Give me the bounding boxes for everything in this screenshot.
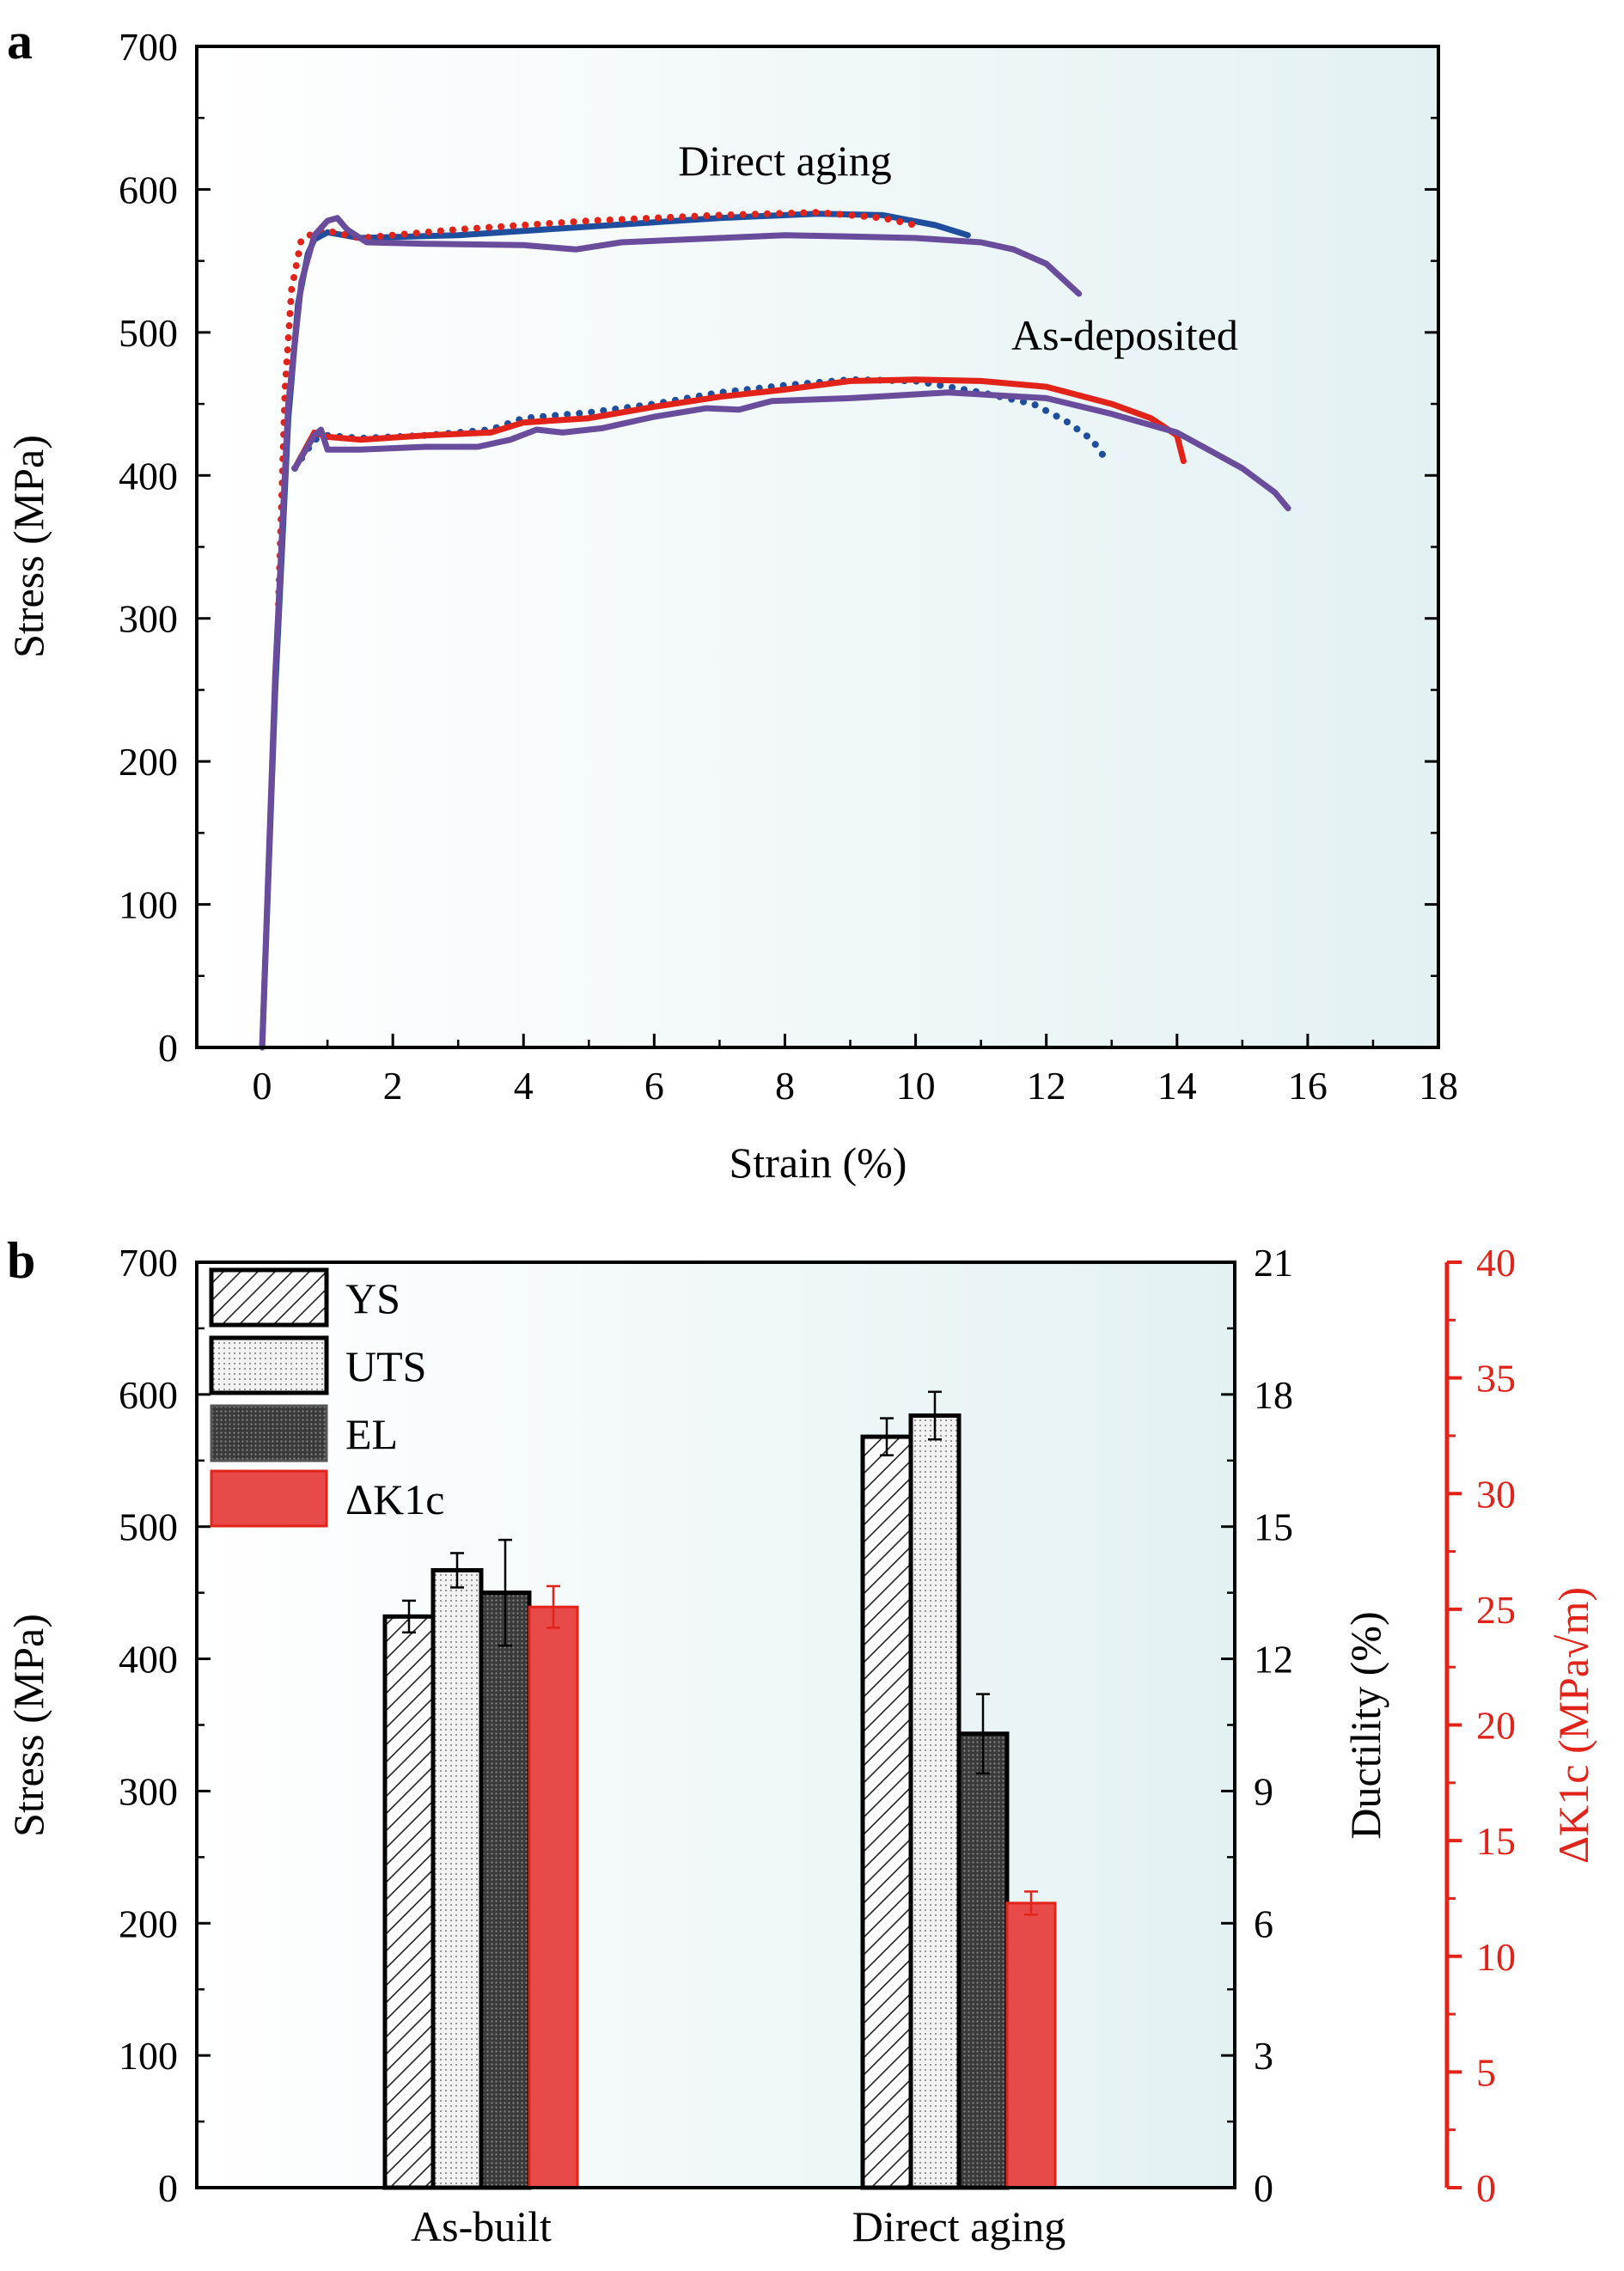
panel-a-y-axis-label: Stress (MPa)	[4, 435, 52, 658]
bar-uts-as-built	[430, 1567, 484, 2190]
right2-tick-label: 5	[1476, 2050, 1496, 2094]
right-tick-label: 0	[1254, 2166, 1273, 2210]
category-label: As-built	[411, 2202, 552, 2250]
x-tick-label: 6	[644, 1064, 664, 1108]
legend-swatch-uts	[209, 1335, 329, 1395]
right2-tick-label: 0	[1476, 2166, 1496, 2210]
series-line-direct-aging-purple	[259, 215, 1083, 1051]
x-tick-label: 14	[1157, 1064, 1197, 1108]
panel-b: b YS UTS EL ΔK1c 0100200300400500600700 …	[4, 1232, 1597, 2250]
bar-el-direct-aging	[956, 1731, 1010, 2190]
left-tick-label: 700	[119, 1241, 178, 1285]
panel-a-plot-background	[197, 46, 1438, 1047]
panel-a-x-axis-label: Strain (%)	[730, 1139, 907, 1187]
y-tick-label: 700	[119, 25, 178, 69]
panel-b-plot-background	[197, 1262, 1235, 2188]
y-tick-label: 300	[119, 597, 178, 641]
series-line-as-deposited-purple	[291, 389, 1291, 512]
left-tick-label: 400	[119, 1638, 178, 1682]
panel-a-frame	[195, 45, 1440, 1049]
left-tick-label: 500	[119, 1505, 178, 1549]
y-tick-label: 400	[119, 454, 178, 498]
panel-b-right-tick-labels: 0 3 6 9 12 15 18 21	[1254, 1241, 1293, 2210]
left-tick-label: 100	[119, 2034, 178, 2078]
panel-b-label: b	[7, 1232, 35, 1289]
annotation-direct-aging: Direct aging	[678, 137, 892, 185]
panel-b-right2-axis: 0 5 10 15 20 25 30 35 40	[1444, 1241, 1516, 2210]
category-label: Direct aging	[852, 2202, 1066, 2250]
x-tick-label: 10	[896, 1064, 936, 1108]
left-tick-label: 300	[119, 1769, 178, 1813]
panel-a-x-tick-labels: 0 2 4 6 8 10 12 14 16 18	[253, 1064, 1458, 1108]
y-tick-label: 600	[119, 168, 178, 211]
y-tick-label: 100	[119, 883, 178, 927]
x-tick-label: 8	[775, 1064, 795, 1108]
panel-a: a 0 100 200 300 400 500 600 700 0 2 4 6 8 10 12 14 16 18…	[4, 13, 1458, 1187]
left-tick-label: 0	[158, 2166, 178, 2210]
panel-b-frame	[195, 1261, 1236, 2189]
right2-tick-label: 20	[1476, 1704, 1516, 1748]
panel-b-right-axis-label: Ductility (%)	[1341, 1611, 1389, 1839]
bar-ys-as-built	[382, 1614, 436, 2190]
left-tick-label: 200	[119, 1902, 178, 1945]
legend-label-uts: UTS	[345, 1342, 426, 1390]
y-tick-label: 0	[158, 1026, 178, 1070]
panel-b-right2-axis-label: ΔK1c (MPa√m)	[1549, 1587, 1597, 1864]
panel-a-label: a	[7, 13, 33, 70]
right-tick-label: 3	[1254, 2034, 1273, 2078]
legend: YS UTS EL ΔK1c	[209, 1267, 444, 1528]
series-line-as-deposited-red	[291, 376, 1187, 472]
x-tick-label: 16	[1288, 1064, 1328, 1108]
panel-a-series	[259, 209, 1291, 1051]
annotation-as-deposited: As-deposited	[1011, 311, 1238, 359]
right-tick-label: 6	[1254, 1902, 1273, 1945]
right2-tick-label: 25	[1476, 1588, 1516, 1632]
right2-tick-label: 10	[1476, 1935, 1516, 1979]
bar-ys-direct-aging	[860, 1434, 913, 2190]
y-tick-label: 200	[119, 740, 178, 784]
legend-label-ys: YS	[345, 1274, 400, 1322]
panel-b-category-labels: As-built Direct aging	[411, 2202, 1065, 2250]
right-tick-label: 9	[1254, 1769, 1273, 1813]
series-line-direct-aging-red	[275, 209, 919, 608]
bar-uts-direct-aging	[908, 1413, 962, 2190]
bar-δk1c-as-built	[528, 1605, 579, 2189]
bar-el-as-built	[479, 1590, 532, 2190]
right2-tick-label: 15	[1476, 1819, 1516, 1863]
y-tick-label: 500	[119, 311, 178, 355]
panel-b-left-tick-labels: 0 100 200 300 400 500 600 700	[119, 1241, 178, 2210]
x-tick-label: 18	[1419, 1064, 1458, 1108]
right2-tick-label: 30	[1476, 1472, 1516, 1516]
x-tick-label: 12	[1027, 1064, 1066, 1108]
legend-swatch-dk1c	[210, 1469, 328, 1528]
bar-δk1c-direct-aging	[1005, 1902, 1057, 2189]
x-tick-label: 2	[383, 1064, 403, 1108]
right2-tick-label: 40	[1476, 1241, 1516, 1285]
panel-b-bars	[382, 1390, 1057, 2190]
panel-a-y-tick-labels: 0 100 200 300 400 500 600 700	[119, 25, 178, 1070]
legend-label-el: EL	[345, 1410, 398, 1458]
legend-label-dk1c: ΔK1c	[345, 1475, 444, 1523]
right-tick-label: 21	[1254, 1241, 1293, 1285]
left-tick-label: 600	[119, 1373, 178, 1417]
x-tick-label: 4	[514, 1064, 534, 1108]
legend-swatch-el	[210, 1404, 328, 1462]
right-tick-label: 18	[1254, 1373, 1293, 1417]
right-tick-label: 12	[1254, 1638, 1293, 1682]
legend-swatch-ys	[209, 1267, 329, 1328]
right2-tick-label: 35	[1476, 1357, 1516, 1401]
panel-b-left-axis-label: Stress (MPa)	[4, 1614, 52, 1837]
x-tick-label: 0	[253, 1064, 272, 1108]
right-tick-label: 15	[1254, 1505, 1293, 1549]
